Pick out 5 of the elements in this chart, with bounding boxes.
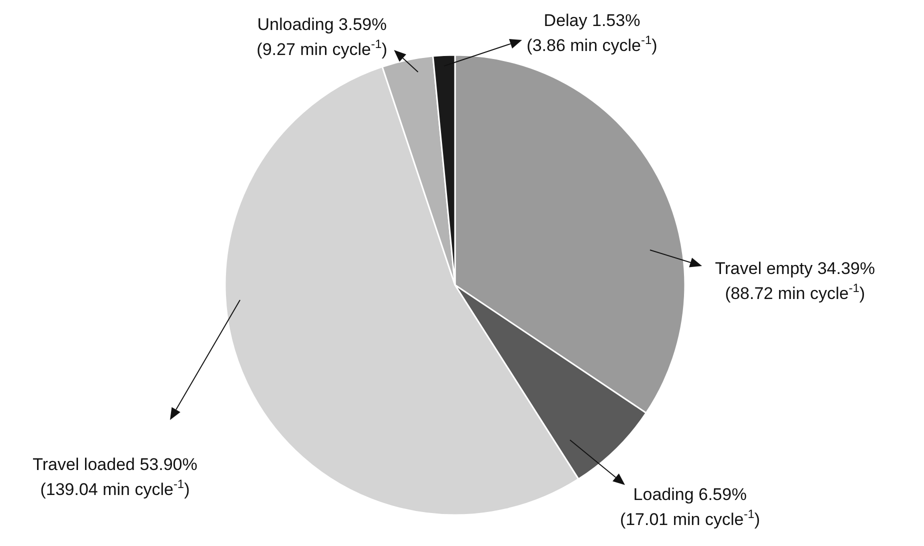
slice-label: Travel empty 34.39% (88.72 min cycle$^{-1}$) [715,259,875,303]
slice-label: Unloading 3.59% (9.27 min cycle$^{-1}$) [256,15,388,59]
slice-label: Loading 6.59% (17.01 min cycle$^{-1}$) [620,485,760,529]
slice-label: Delay 1.53% (3.86 min cycle$^{-1}$) [526,11,658,55]
slice-label: Travel loaded 53.90% (139.04 min cycle$^{-1}$) [32,455,198,499]
